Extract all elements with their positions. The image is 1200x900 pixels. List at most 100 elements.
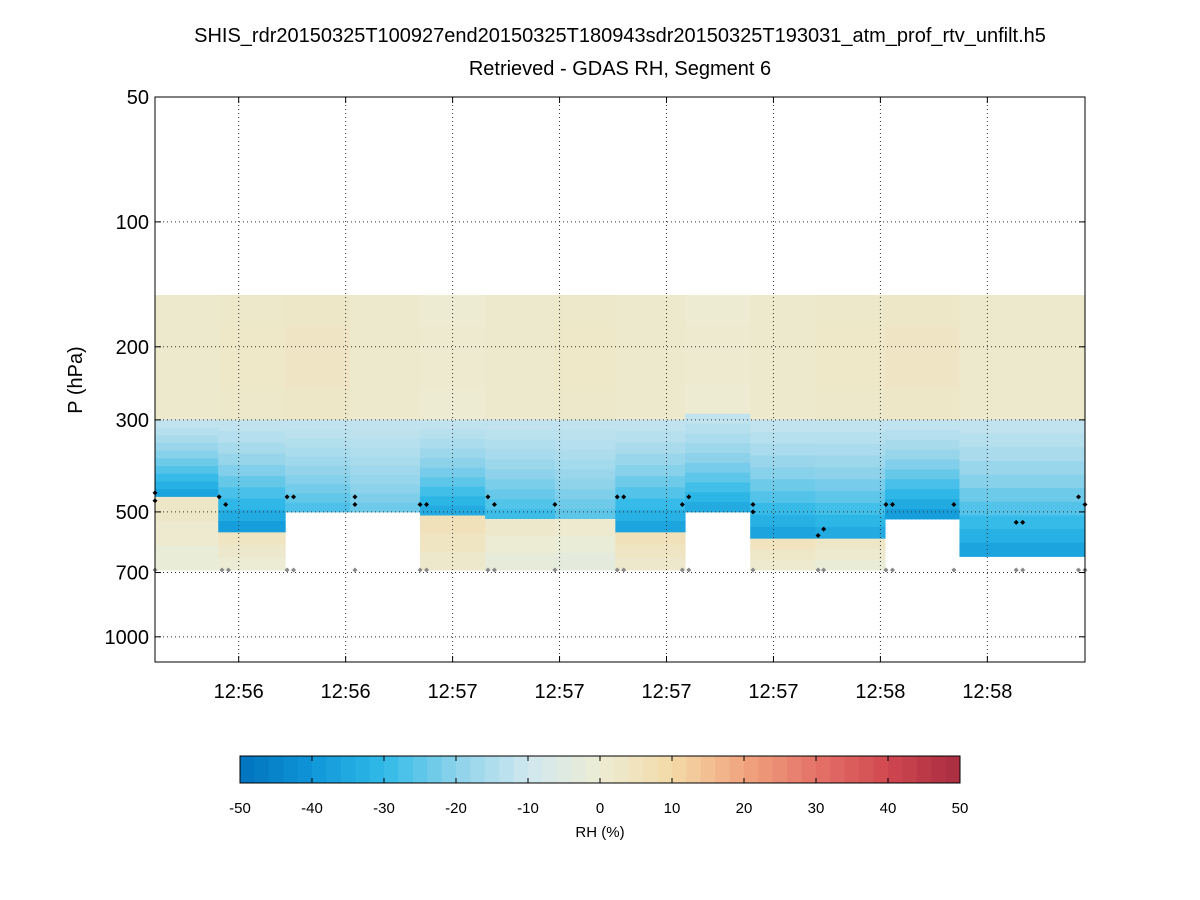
heatmap-cell (554, 479, 616, 490)
heatmap-cell (815, 294, 886, 327)
heatmap-cell (554, 419, 616, 431)
x-tick-label: 12:56 (214, 681, 264, 703)
colorbar-cell (412, 756, 428, 783)
heatmap-cell (750, 419, 816, 433)
colorbar-tick-label: 40 (880, 800, 897, 817)
gray-marker (1075, 567, 1081, 573)
x-axis-ticks: 12:56 12:56 12:57 12:57 12:57 12:57 12:58 12:58 (214, 97, 1012, 703)
y-tick-label: 50 (127, 87, 149, 109)
heatmap-cell (350, 388, 421, 421)
heatmap-cell (155, 419, 219, 429)
colorbar-cell (499, 756, 515, 783)
heatmap-cell (218, 544, 286, 558)
heatmap-cell (685, 294, 751, 326)
heatmap-cell (485, 499, 556, 510)
heatmap-cell (885, 499, 960, 510)
gray-marker (679, 567, 685, 573)
heatmap-cell (155, 489, 219, 498)
heatmap-cell (285, 294, 351, 327)
colorbar-cell (542, 756, 558, 783)
colorbar-cell (859, 756, 875, 783)
heatmap-cell (420, 467, 486, 478)
heatmap-cell (815, 419, 886, 433)
heatmap-cell (685, 502, 751, 513)
heatmap-cell (815, 549, 886, 561)
heatmap-cell (685, 482, 751, 493)
colorbar-tick-label: -10 (517, 800, 539, 817)
black-marker (352, 502, 358, 508)
heatmap-cell (485, 489, 556, 500)
heatmap-cell (554, 499, 616, 510)
colorbar-cells (240, 756, 961, 783)
heatmap-cell (815, 467, 886, 480)
colorbar-cell (758, 756, 774, 783)
heatmap-cell (750, 526, 816, 540)
heatmap-cell (485, 509, 556, 520)
black-marker (352, 494, 358, 500)
gray-marker (815, 567, 821, 573)
black-marker (1013, 519, 1019, 525)
heatmap-cell (485, 518, 556, 537)
heatmap-cell (350, 419, 421, 430)
heatmap-cell (350, 447, 421, 458)
heatmap-cell (285, 493, 351, 504)
colorbar-cell (628, 756, 644, 783)
heatmap-cell (155, 496, 219, 522)
heatmap-cell (285, 429, 351, 439)
colorbar-cell (456, 756, 471, 783)
y-tick-label: 100 (116, 212, 149, 234)
heatmap-cell (285, 388, 351, 421)
colorbar-cell (643, 756, 659, 783)
colorbar-cell (700, 756, 716, 783)
heatmap-cell (750, 514, 816, 528)
heatmap-cell (615, 419, 686, 432)
heatmap-cell (685, 384, 751, 415)
x-tick-label: 12:57 (535, 681, 585, 703)
y-tick-label: 700 (116, 563, 149, 585)
colorbar-cell (297, 756, 313, 783)
colorbar-tick-label: -40 (301, 800, 323, 817)
heatmap-cell (685, 492, 751, 503)
gray-marker (219, 567, 225, 573)
heatmap-cell (155, 473, 219, 482)
heatmap-cell (420, 477, 486, 488)
heatmap-cell (815, 443, 886, 457)
heatmap-cell (285, 465, 351, 476)
heatmap-cell (815, 559, 886, 571)
heatmap-cell (155, 450, 219, 459)
gray-marker (951, 567, 957, 573)
x-tick-label: 12:57 (641, 681, 691, 703)
gray-marker (284, 567, 290, 573)
heatmap-cell (350, 357, 421, 390)
heatmap-cell (959, 474, 1086, 489)
colorbar-tick-label: -20 (445, 800, 467, 817)
colorbar-cell (787, 756, 803, 783)
colorbar-cell (513, 756, 529, 783)
heatmap-cell (350, 475, 421, 485)
gray-marker (552, 567, 558, 573)
heatmap-cell (959, 488, 1086, 503)
gray-marker (750, 567, 756, 573)
profile-markers (152, 490, 1088, 573)
heatmap-cell (815, 326, 886, 358)
colorbar-cell (427, 756, 443, 783)
heatmap-cell (815, 455, 886, 468)
colorbar-cell (470, 756, 486, 783)
colorbar-cell (326, 756, 342, 783)
black-marker (552, 502, 558, 508)
heatmap-cell (350, 294, 421, 327)
heatmap-cell (218, 476, 286, 488)
heatmap-cell (420, 429, 486, 440)
heatmap-cell (815, 388, 886, 421)
heatmap-cell (285, 357, 351, 390)
heatmap-cell (155, 458, 219, 467)
heatmap-cell (155, 326, 219, 358)
black-marker (284, 494, 290, 500)
heatmap-cell (285, 419, 351, 430)
colorbar-cell (945, 756, 961, 783)
heatmap-cell (750, 491, 816, 504)
colorbar-tick-label: 50 (952, 800, 969, 817)
heatmap-cell (350, 429, 421, 439)
